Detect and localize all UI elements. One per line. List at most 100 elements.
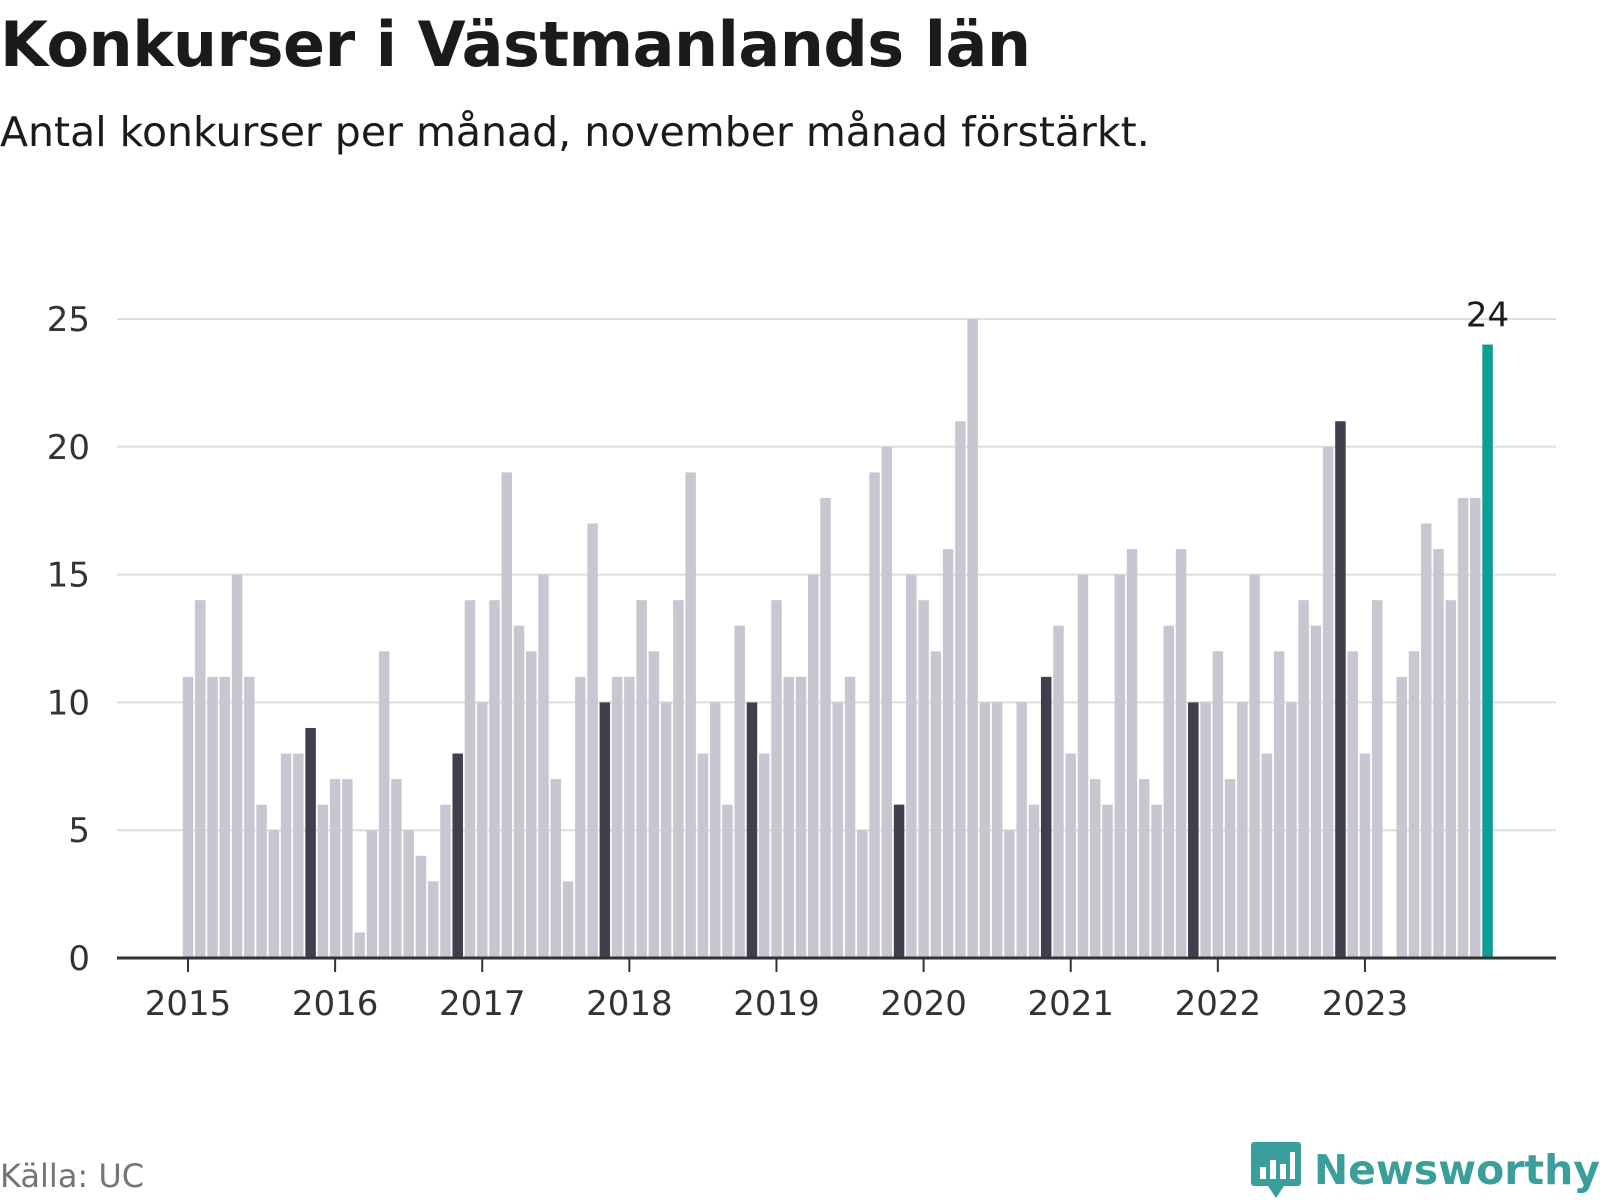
bar [1261,753,1273,958]
bar [452,753,463,958]
bar [1065,753,1076,958]
bar [1322,446,1334,958]
x-tick-label: 2023 [1322,984,1409,1024]
bar [1347,651,1358,958]
bar [611,676,623,958]
bar [366,830,378,958]
bar [440,804,451,958]
bar [342,779,353,958]
bar [489,600,500,958]
bar [1224,779,1236,958]
bar [832,702,844,958]
bar [942,549,954,958]
x-tick-label: 2017 [439,984,526,1024]
bar [268,830,280,958]
bar [636,600,647,958]
bar [1433,549,1444,958]
bar [1359,753,1371,958]
bar [256,804,267,958]
bar [562,881,574,958]
bar [329,779,341,958]
bar [1200,702,1211,958]
bar [1482,344,1493,958]
bar [1139,779,1150,958]
bar [1040,676,1052,958]
bar [1089,779,1101,958]
bar [857,830,868,958]
bar [771,600,782,958]
bar [207,676,218,958]
brand-name: Newsworthy [1313,1146,1600,1194]
bar [734,625,745,958]
y-tick-label: 5 [68,811,90,851]
bar [979,702,991,958]
bar [722,804,733,958]
y-tick-label: 20 [47,428,90,468]
bar [1004,830,1015,958]
bar-chart-logo-icon [1250,1142,1301,1198]
bar [1335,421,1346,958]
bar [820,497,831,958]
bar [354,932,365,958]
bar [685,472,696,958]
bar [1175,549,1187,958]
bar [244,676,255,958]
bar [1212,651,1224,958]
bar [1053,625,1064,958]
bar [1273,651,1285,958]
bar [758,753,770,958]
bar [1310,625,1322,958]
bar [575,676,586,958]
bar [1016,702,1027,958]
bar [195,600,206,958]
bar [1470,497,1481,958]
bar [709,702,721,958]
bar [538,574,549,958]
bar [305,727,316,958]
chart-title: Konkurser i Västmanlands län [0,8,1031,81]
bar [783,676,794,958]
bar [746,702,758,958]
bar [967,319,978,958]
bar [795,676,807,958]
bar [1237,702,1248,958]
x-tick-label: 2021 [1027,984,1114,1024]
bar [317,804,329,958]
bar [1028,804,1040,958]
y-tick-label: 15 [47,556,90,596]
bar [293,753,304,958]
bar [219,676,231,958]
bar [415,855,427,958]
bar [526,651,537,958]
bar [1408,651,1420,958]
bar [513,625,525,958]
bar [501,472,513,958]
bar [403,830,414,958]
x-tick-label: 2019 [733,984,820,1024]
bar [1077,574,1089,958]
bar [673,600,684,958]
y-tick-label: 0 [68,939,90,979]
bar [1188,702,1199,958]
bar [1298,600,1309,958]
bar [906,574,917,958]
bar [231,574,243,958]
bar [587,523,598,958]
bar [1126,549,1138,958]
bar [1102,804,1113,958]
bar [1249,574,1260,958]
bar [697,753,709,958]
bar [1286,702,1297,958]
bar [1114,574,1126,958]
bar [378,651,390,958]
bar [624,676,635,958]
y-tick-label: 10 [47,683,90,723]
bar [660,702,672,958]
x-tick-label: 2018 [586,984,673,1024]
bar [550,779,562,958]
bar [881,446,893,958]
y-tick-label: 25 [47,300,90,340]
bar [869,472,880,958]
x-tick-label: 2022 [1175,984,1262,1024]
bar [808,574,819,958]
